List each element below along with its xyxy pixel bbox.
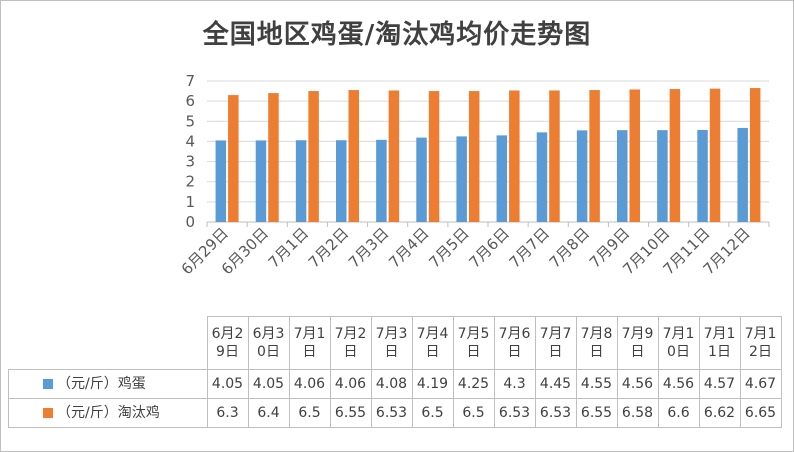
table-cell: 4.08 bbox=[370, 369, 413, 399]
table-row-hen: （元/斤）淘汰鸡 6.3 6.4 6.5 6.55 6.53 6.5 6.5 6.53 6.53 6… bbox=[8, 398, 782, 428]
bar-hen bbox=[308, 91, 319, 222]
table-column-header: 7月5日 bbox=[452, 316, 495, 370]
table-column-header: 7月12日 bbox=[739, 316, 782, 370]
table-cell: 6.65 bbox=[739, 398, 782, 428]
chart-title: 全国地区鸡蛋/淘汰鸡均价走势图 bbox=[202, 20, 592, 50]
table-column-header: 7月8日 bbox=[575, 316, 618, 370]
table-column-header: 7月1日 bbox=[288, 316, 331, 370]
table-column-header: 7月10日 bbox=[657, 316, 700, 370]
table-cell: 6.53 bbox=[370, 398, 413, 428]
table-column-header: 6月30日 bbox=[247, 316, 290, 370]
table-cell: 4.3 bbox=[493, 369, 536, 399]
y-tick-label: 3 bbox=[185, 153, 195, 171]
table-cell: 6.5 bbox=[288, 398, 331, 428]
legend-label: （元/斤）鸡蛋 bbox=[57, 376, 146, 392]
legend-entry: （元/斤）鸡蛋 bbox=[8, 369, 208, 399]
table-cell: 4.05 bbox=[206, 369, 249, 399]
x-tick-label: 7月8日 bbox=[546, 224, 593, 271]
legend-swatch bbox=[43, 379, 53, 389]
chart-plot: 012345676月29日6月30日7月1日7月2日7月3日7月4日7月5日7月… bbox=[178, 72, 770, 278]
x-tick-label: 7月3日 bbox=[345, 224, 392, 271]
legend-label: （元/斤）淘汰鸡 bbox=[57, 405, 160, 421]
table-column-header: 7月7日 bbox=[534, 316, 577, 370]
table-header-row: 6月29日 6月30日 7月1日 7月2日 7月3日 7月4日 7月5日 7月6日 7月7日 7月… bbox=[8, 316, 782, 370]
table-column-header: 7月11日 bbox=[698, 316, 741, 370]
bar-hen bbox=[428, 91, 440, 222]
bar-hen bbox=[228, 95, 239, 222]
bar-hen bbox=[549, 90, 560, 223]
legend-entry: （元/斤）淘汰鸡 bbox=[8, 398, 208, 428]
table-cell: 4.56 bbox=[616, 369, 659, 399]
bar-egg bbox=[737, 127, 748, 222]
table-cell: 6.55 bbox=[329, 398, 372, 428]
table-cell: 6.53 bbox=[493, 398, 536, 428]
table-row-egg: （元/斤）鸡蛋 4.05 4.05 4.06 4.06 4.08 4.19 4.25 4.3 4.… bbox=[8, 369, 782, 399]
bar-egg bbox=[456, 136, 467, 222]
table-column-header: 7月4日 bbox=[411, 316, 454, 370]
table-cell: 6.3 bbox=[206, 398, 249, 428]
table-cell: 4.45 bbox=[534, 369, 577, 399]
y-tick-label: 1 bbox=[185, 193, 195, 211]
y-tick-label: 5 bbox=[185, 112, 195, 130]
bar-hen bbox=[348, 90, 359, 222]
table-cell: 6.5 bbox=[411, 398, 454, 428]
bar-egg bbox=[376, 139, 387, 222]
bar-hen bbox=[629, 89, 640, 223]
bar-egg bbox=[416, 137, 427, 222]
bar-hen bbox=[669, 89, 681, 222]
table-cell: 6.4 bbox=[247, 398, 290, 428]
bar-egg bbox=[255, 140, 267, 222]
table-column-header: 7月2日 bbox=[329, 316, 372, 370]
y-tick-label: 4 bbox=[185, 132, 195, 150]
x-tick-label: 7月2日 bbox=[305, 224, 352, 271]
table-cell: 6.58 bbox=[616, 398, 659, 428]
table-cell: 4.56 bbox=[657, 369, 700, 399]
y-tick-label: 2 bbox=[185, 173, 195, 191]
x-tick-label: 7月7日 bbox=[506, 224, 553, 271]
table-corner bbox=[8, 316, 208, 370]
table-cell: 4.57 bbox=[698, 369, 741, 399]
table-cell: 4.25 bbox=[452, 369, 495, 399]
legend-swatch bbox=[43, 408, 53, 418]
x-tick-label: 7月6日 bbox=[465, 224, 512, 271]
table-column-header: 7月6日 bbox=[493, 316, 536, 370]
bar-hen bbox=[268, 93, 279, 222]
bar-egg bbox=[295, 140, 307, 222]
y-tick-label: 6 bbox=[185, 92, 195, 110]
table-column-header: 7月9日 bbox=[616, 316, 659, 370]
bar-egg bbox=[336, 140, 347, 222]
table-cell: 6.6 bbox=[657, 398, 700, 428]
table-cell: 6.53 bbox=[534, 398, 577, 428]
bar-egg bbox=[697, 129, 708, 222]
table-cell: 4.55 bbox=[575, 369, 618, 399]
bar-egg bbox=[617, 130, 628, 222]
bar-egg bbox=[657, 130, 668, 222]
table-cell: 4.06 bbox=[329, 369, 372, 399]
bar-hen bbox=[709, 88, 721, 222]
bar-hen bbox=[749, 88, 761, 222]
data-table: 6月29日 6月30日 7月1日 7月2日 7月3日 7月4日 7月5日 7月6日 7月7日 7月… bbox=[8, 316, 782, 428]
table-cell: 4.67 bbox=[739, 369, 782, 399]
table-column-header: 7月3日 bbox=[370, 316, 413, 370]
table-cell: 4.05 bbox=[247, 369, 290, 399]
table-cell: 4.06 bbox=[288, 369, 331, 399]
table-column-header: 6月29日 bbox=[206, 316, 249, 370]
x-tick-label: 7月5日 bbox=[425, 224, 472, 271]
table-cell: 6.62 bbox=[698, 398, 741, 428]
y-tick-label: 7 bbox=[185, 72, 195, 90]
table-cell: 6.5 bbox=[452, 398, 495, 428]
bar-hen bbox=[589, 90, 600, 222]
x-tick-label: 7月1日 bbox=[265, 224, 312, 271]
bar-egg bbox=[215, 140, 227, 222]
table-cell: 4.19 bbox=[411, 369, 454, 399]
y-tick-label: 0 bbox=[185, 213, 195, 231]
bar-hen bbox=[468, 91, 480, 222]
bar-egg bbox=[536, 132, 548, 222]
bar-hen bbox=[509, 90, 520, 223]
x-tick-label: 7月4日 bbox=[385, 224, 432, 271]
bar-egg bbox=[496, 135, 508, 222]
bar-hen bbox=[388, 90, 400, 223]
bar-egg bbox=[576, 130, 588, 222]
table-cell: 6.55 bbox=[575, 398, 618, 428]
